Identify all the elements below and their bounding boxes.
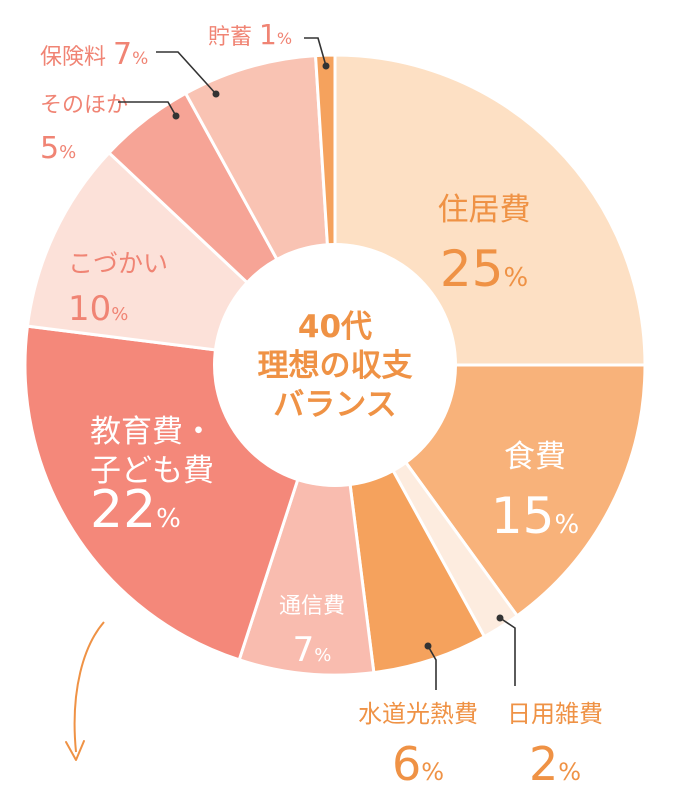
label-9-text: 保険料 7% [40,37,148,72]
donut-hole [213,243,457,487]
label-4-name-1: 水道光熱費 [358,700,478,728]
label-1: 住居費 25% [438,192,531,298]
label-7: こづかい 10% [68,249,168,329]
callout-dot-8 [172,112,180,120]
label-3: 日用雑費 2% [507,700,603,791]
label-1-value: 25% [440,240,528,298]
label-2-name-1: 食費 [504,439,566,475]
label-8: そのほか 5% [40,93,128,166]
label-8-value: 5% [40,131,76,166]
arrow-head-icon [65,740,85,761]
label-6-name-2: 子ども費 [90,453,214,489]
label-7-value: 10% [68,289,128,329]
callout-dot-4 [424,642,432,650]
label-8-name-1: そのほか [40,93,128,118]
label-3-value: 2% [529,737,581,791]
label-7-name-1: こづかい [68,249,168,278]
label-9: 保険料 7% [40,37,148,72]
arrow-curve [73,621,105,753]
label-4: 水道光熱費 6% [358,700,478,791]
label-6-name-1: 教育費・ [90,414,214,450]
callout-line-4 [427,645,437,690]
callout-line-9 [156,51,217,95]
label-5: 通信費 7% [279,594,345,670]
label-4-value: 6% [392,737,444,791]
label-10: 貯蓄 1% [208,18,292,51]
label-5-name-1: 通信費 [279,594,345,619]
callout-line-8 [118,101,177,117]
callout-dot-9 [212,90,220,98]
label-1-name-1: 住居費 [438,192,531,228]
callouts-group [118,37,516,690]
callout-dot-3 [496,614,504,622]
label-3-name-1: 日用雑費 [507,700,603,728]
center-title-line-2: 理想の収支 [258,348,413,384]
label-2: 食費 15% [491,439,579,545]
callout-dot-10 [322,62,330,70]
center-title-line-3: バランス [273,387,396,423]
label-10-text: 貯蓄 1% [208,18,292,51]
center-title-line-1: 40代 [298,309,372,345]
label-2-value: 15% [491,487,579,545]
callout-line-10 [304,37,327,67]
callout-line-3 [499,617,516,686]
label-5-value: 7% [293,630,332,670]
labels-group: 住居費 25% 食費 15% 日用雑費 2% 水道光熱費 6% 通信費 7% 教育費・子ども費22%… [40,18,603,791]
label-6-value: 22% [90,480,181,540]
